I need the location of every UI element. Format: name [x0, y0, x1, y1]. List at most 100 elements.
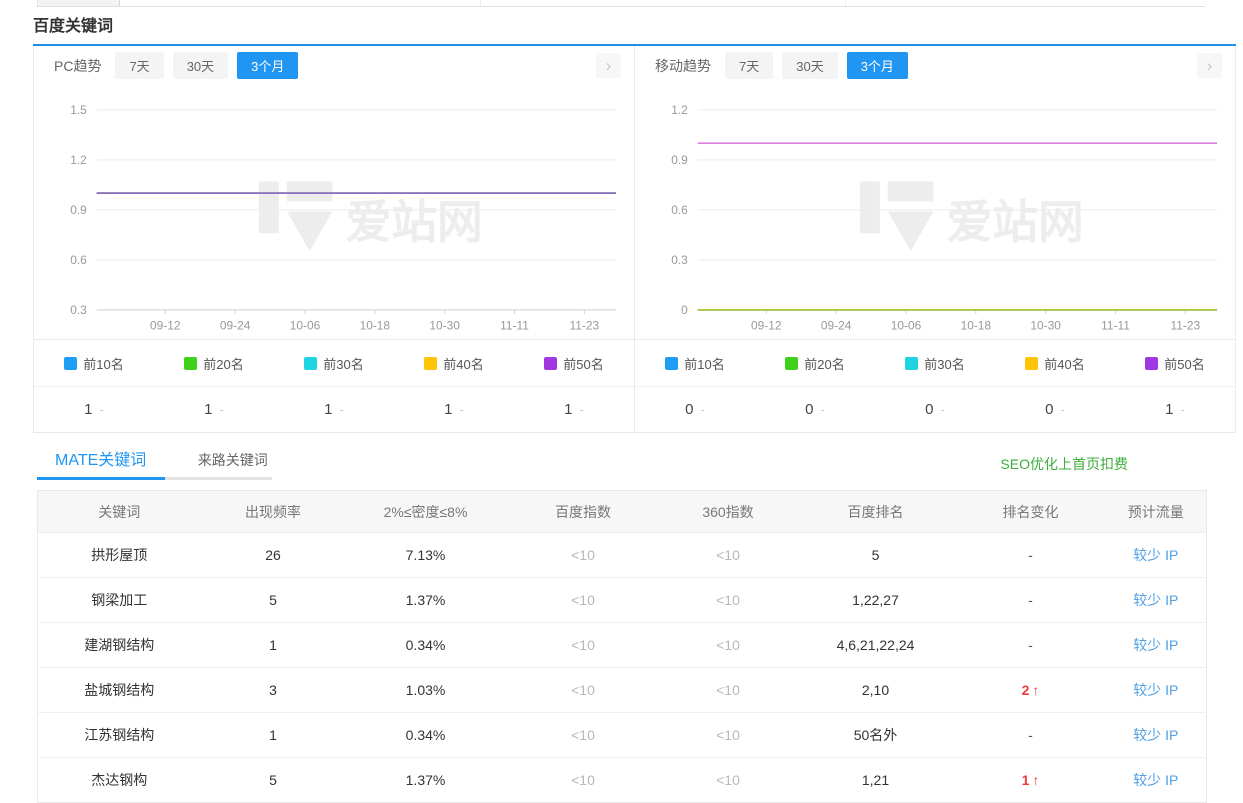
legend-value: 0-	[995, 401, 1115, 418]
column-header: 排名变化	[955, 490, 1106, 533]
traffic-link[interactable]: 较少 IP	[1133, 637, 1179, 653]
cell-keyword: 建湖钢结构	[37, 622, 201, 668]
cell-baidu-rank: 4,6,21,22,24	[795, 622, 956, 668]
svg-text:10-30: 10-30	[429, 319, 460, 333]
no-change-dash: -	[820, 402, 825, 418]
chevron-right-icon[interactable]: ›	[596, 53, 621, 79]
traffic-link[interactable]: 较少 IP	[1133, 727, 1179, 743]
legend-swatch-icon	[1145, 356, 1159, 370]
legend-item-mobile-trend[interactable]: 前30名	[875, 354, 995, 373]
cell-rank-change: -	[955, 577, 1106, 623]
legend-item-pc-trend[interactable]: 前30名	[274, 354, 394, 373]
panel-title-mobile-trend: 移动趋势	[655, 57, 711, 74]
table-row: 杰达钢构 5 1.37% <10 <10 1,21 1 ↑ 较少 IP	[37, 757, 1207, 803]
title-underline	[33, 44, 1236, 46]
no-change-dash: -	[1060, 402, 1065, 418]
legend-swatch-icon	[785, 356, 799, 370]
rank-count-value: 1	[444, 401, 453, 419]
legend-value: 1-	[274, 401, 394, 418]
legend-item-pc-trend[interactable]: 前10名	[34, 354, 154, 373]
legend-item-pc-trend[interactable]: 前20名	[154, 354, 274, 373]
legend-values-row-pc-trend: 1-1-1-1-1-	[34, 386, 634, 432]
cell-frequency: 26	[265, 547, 281, 563]
svg-text:爱站网: 爱站网	[345, 197, 482, 248]
svg-text:10-18: 10-18	[360, 319, 391, 333]
traffic-link[interactable]: 较少 IP	[1133, 547, 1179, 563]
legend-item-mobile-trend[interactable]: 前20名	[755, 354, 875, 373]
cell-density: 7.13%	[405, 547, 446, 563]
traffic-link[interactable]: 较少 IP	[1133, 682, 1179, 698]
cell-traffic: 较少 IP	[1105, 757, 1207, 803]
rank-up-arrow-icon: ↑	[1032, 772, 1040, 788]
cell-baidu-rank: 2,10	[795, 667, 956, 713]
tab-mate-keywords[interactable]: MATE关键词	[55, 452, 147, 469]
cell-baidu-rank: 50名外	[795, 712, 956, 758]
svg-text:0.3: 0.3	[671, 253, 688, 267]
svg-text:1.2: 1.2	[671, 103, 688, 117]
legend-item-pc-trend[interactable]: 前40名	[394, 354, 514, 373]
column-header: 百度排名	[795, 490, 956, 533]
range-tab-7d[interactable]: 7天	[115, 52, 164, 80]
legend-item-mobile-trend[interactable]: 前10名	[635, 354, 755, 373]
legend-values-row-mobile-trend: 0-0-0-0-1-	[635, 386, 1235, 432]
range-tab-30d[interactable]: 30天	[782, 52, 838, 80]
range-tab-7d[interactable]: 7天	[725, 52, 774, 80]
rank-count-value: 1	[324, 401, 333, 419]
rank-count-value: 1	[84, 401, 93, 419]
cell-baidu-rank: 1,21	[795, 757, 956, 803]
no-change-dash: -	[700, 402, 705, 418]
cell-360-index: <10	[660, 622, 796, 668]
legend-label: 前10名	[83, 356, 124, 372]
cell-density: 0.34%	[345, 622, 506, 668]
traffic-link[interactable]: 较少 IP	[1133, 592, 1179, 608]
legend-value: 1-	[514, 401, 634, 418]
tab-underline	[37, 477, 272, 480]
svg-text:09-12: 09-12	[150, 319, 181, 333]
clipped-divider	[845, 0, 846, 6]
svg-text:0.9: 0.9	[70, 203, 87, 217]
legend-value: 1-	[154, 401, 274, 418]
rank-count-value: 0	[805, 401, 814, 419]
legend-item-mobile-trend[interactable]: 前50名	[1115, 354, 1235, 373]
svg-text:10-06: 10-06	[290, 319, 321, 333]
seo-optimization-link[interactable]: SEO优化上首页扣费	[1000, 456, 1128, 472]
range-tab-30d[interactable]: 30天	[172, 52, 229, 80]
cell-rank-change: -	[1028, 547, 1033, 563]
cell-baidu-index: <10	[505, 757, 661, 803]
legend-item-mobile-trend[interactable]: 前40名	[995, 354, 1115, 373]
svg-text:0: 0	[681, 303, 688, 317]
tab-referral-keywords[interactable]: 来路关键词	[197, 452, 268, 468]
legend-item-pc-trend[interactable]: 前50名	[514, 354, 634, 373]
rank-count-value: 1	[564, 401, 573, 419]
legend-swatch-icon	[184, 356, 198, 370]
no-change-dash: -	[459, 402, 464, 418]
chevron-right-icon[interactable]: ›	[1197, 53, 1222, 79]
svg-text:11-11: 11-11	[500, 319, 529, 333]
aizhan-watermark: 爱站网	[859, 181, 1084, 251]
legend-label: 前40名	[443, 356, 484, 372]
range-tab-3m[interactable]: 3个月	[237, 52, 299, 80]
panel-header-mobile-trend: 移动趋势 7天 30天 3个月 ›	[635, 46, 1235, 86]
rank-count-value: 0	[1045, 401, 1054, 419]
rank-up-arrow-icon: ↑	[1032, 682, 1040, 698]
legend-swatch-icon	[665, 356, 679, 370]
panel-header-pc-trend: PC趋势 7天 30天 3个月 ›	[34, 46, 634, 86]
cell-keyword: 盐城钢结构	[37, 667, 201, 713]
cell-baidu-index: <10	[571, 547, 595, 563]
column-header: 360指数	[660, 490, 796, 533]
no-change-dash: -	[579, 402, 584, 418]
cell-rank-change: 1 ↑	[955, 757, 1106, 803]
cell-rank-change: -	[955, 712, 1106, 758]
legend-label: 前40名	[1044, 356, 1085, 372]
svg-text:09-24: 09-24	[220, 319, 251, 333]
table-row: 盐城钢结构 3 1.03% <10 <10 2,10 2 ↑ 较少 IP	[37, 667, 1207, 713]
rank-count-value: 0	[925, 401, 934, 419]
cell-traffic: 较少 IP	[1105, 622, 1207, 668]
keywords-table: 关键词 出现频率 2%≤密度≤8% 百度指数 360指数 百度排名 排名变化 预计流量 拱形屋…	[37, 490, 1207, 803]
legend-value: 0-	[875, 401, 995, 418]
clipped-content-above	[37, 0, 1205, 7]
range-tab-3m[interactable]: 3个月	[846, 52, 908, 80]
column-header: 出现频率	[200, 490, 346, 533]
traffic-link[interactable]: 较少 IP	[1133, 772, 1179, 788]
cell-traffic: 较少 IP	[1105, 577, 1207, 623]
